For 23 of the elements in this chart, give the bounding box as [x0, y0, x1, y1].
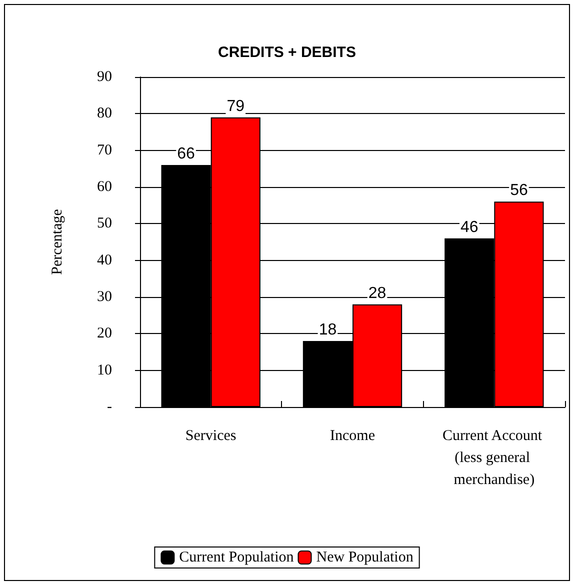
legend-label: Current Population — [179, 550, 294, 566]
y-tick-label: 20 — [97, 326, 112, 342]
data-label: 79 — [226, 98, 245, 115]
x-tick-label: Services — [185, 428, 236, 444]
data-label: 28 — [368, 284, 386, 302]
y-tick-label: 80 — [97, 106, 112, 122]
data-label: 56 — [510, 182, 528, 200]
y-tick-label: 50 — [97, 216, 112, 232]
y-tick-label: - — [107, 399, 112, 415]
legend-label: New Population — [316, 550, 414, 566]
chart-title: CREDITS + DEBITS — [218, 44, 356, 61]
y-tick-label: 10 — [97, 362, 112, 378]
y-tick-label: 60 — [97, 179, 112, 195]
x-tick-label: Income — [330, 428, 376, 444]
y-tick-label: 70 — [97, 142, 112, 158]
x-tick-label: Current Account (less general merchandise) — [442, 428, 546, 488]
y-tick-label: 30 — [97, 289, 112, 305]
data-label: 18 — [318, 322, 337, 338]
data-label: 66 — [177, 146, 196, 162]
y-axis-title: Percentage — [50, 208, 66, 275]
y-tick-label: 90 — [97, 69, 112, 85]
y-tick-label: 40 — [97, 252, 112, 268]
data-label: 46 — [460, 218, 478, 236]
